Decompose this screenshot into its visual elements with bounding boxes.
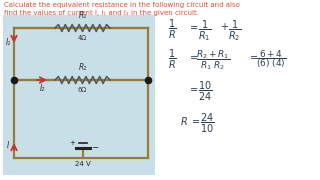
Text: 6Ω: 6Ω xyxy=(78,87,87,93)
Text: Calculate the equivalent resistance in the following circuit and also: Calculate the equivalent resistance in t… xyxy=(4,2,240,8)
Text: find the values of current I, I₁ and I₂ in the given circuit.: find the values of current I, I₁ and I₂ … xyxy=(4,10,199,16)
Text: $=$: $=$ xyxy=(188,83,199,93)
Text: $\dfrac{6+4}{(6)\ (4)}$: $\dfrac{6+4}{(6)\ (4)}$ xyxy=(256,48,286,70)
Text: $=$: $=$ xyxy=(188,21,199,31)
Text: $\dfrac{R_2+R_1}{R_1\ R_2}$: $\dfrac{R_2+R_1}{R_1\ R_2}$ xyxy=(196,48,230,72)
Text: 4Ω: 4Ω xyxy=(78,35,87,41)
Text: +: + xyxy=(69,140,75,146)
Text: $=$: $=$ xyxy=(190,115,201,125)
Text: $\dfrac{1}{R}$: $\dfrac{1}{R}$ xyxy=(168,18,177,41)
Bar xyxy=(3,15,155,175)
Text: R₁: R₁ xyxy=(78,11,87,20)
Text: $=$: $=$ xyxy=(248,51,259,61)
Text: I₂: I₂ xyxy=(39,84,44,93)
Text: $\dfrac{1}{R_2}$: $\dfrac{1}{R_2}$ xyxy=(228,18,241,43)
Text: 24 V: 24 V xyxy=(75,161,91,167)
Text: I: I xyxy=(7,141,9,150)
Text: R₂: R₂ xyxy=(78,63,87,72)
Text: $\dfrac{1}{R}$: $\dfrac{1}{R}$ xyxy=(168,48,177,71)
Text: $=$: $=$ xyxy=(188,51,199,61)
Text: $\dfrac{1}{R_1}$: $\dfrac{1}{R_1}$ xyxy=(198,18,212,43)
Text: $+$: $+$ xyxy=(220,21,229,32)
Text: I₁: I₁ xyxy=(5,37,11,46)
Text: $\dfrac{10}{24}$: $\dfrac{10}{24}$ xyxy=(198,80,212,103)
Text: $R$: $R$ xyxy=(180,115,188,127)
Text: −: − xyxy=(91,143,98,152)
Text: $\dfrac{24}{10}$: $\dfrac{24}{10}$ xyxy=(200,112,214,135)
